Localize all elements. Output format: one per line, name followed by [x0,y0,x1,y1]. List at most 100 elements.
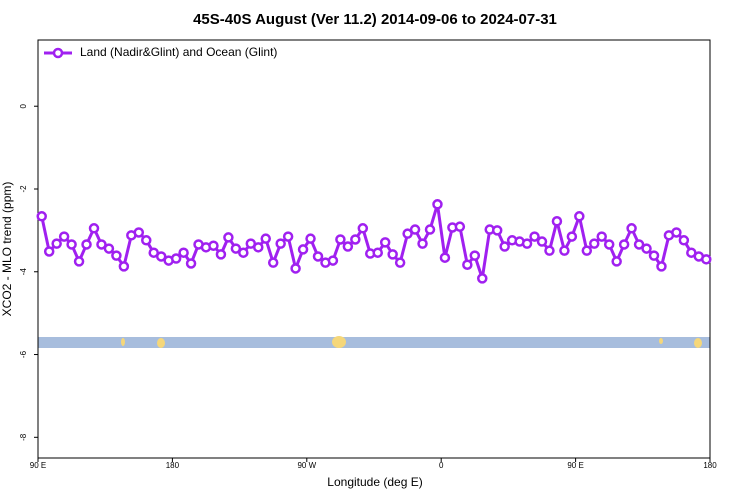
data-point [88,223,100,234]
land-patch [157,338,165,348]
data-point [267,257,279,268]
data-point [215,249,227,260]
data-point [618,239,630,250]
data-point [133,227,145,238]
data-point [469,250,481,261]
data-point [439,252,451,263]
data-point [275,238,286,249]
data-point [559,245,570,256]
data-point [36,211,47,222]
data-point [574,211,585,222]
plot-frame [37,39,711,459]
data-point [417,238,428,249]
x-tick-label: 0 [439,461,444,470]
data-point [477,273,488,284]
land-ocean-strip [38,336,710,348]
data-point [551,216,563,227]
x-tick-label: 90 W [297,461,316,470]
data-point [238,247,249,258]
x-tick-label: 180 [166,461,180,470]
land-patch [694,338,702,348]
data-point [454,221,466,232]
data-point [626,223,637,234]
data-point [432,199,443,210]
data-point [141,235,152,246]
data-point [290,263,301,274]
y-tick-label: 0 [19,103,28,108]
data-point [312,251,324,262]
data-point [521,238,533,249]
x-tick-label: 90 E [567,461,583,470]
y-tick-label: -2 [19,185,28,193]
data-point [424,224,436,235]
data-point [387,249,398,260]
data-point [656,261,667,272]
legend-marker [52,47,64,59]
data-point [185,258,197,269]
y-tick-label: -8 [19,433,28,441]
data-point [581,245,593,256]
data-point [462,259,473,270]
data-point [603,239,615,250]
land-patch [659,338,663,344]
data-point [544,245,555,256]
data-point [342,241,354,252]
data-point [335,234,346,245]
data-point [96,239,107,250]
data-point [350,234,361,245]
land-patch [332,336,346,348]
y-tick-label: -6 [19,350,28,358]
data-point [260,233,271,244]
data-point [111,250,122,261]
ocean-band [38,337,710,348]
data-point [611,256,622,267]
data-point [394,257,406,268]
x-axis-label: Longitude (deg E) [327,475,422,489]
data-point [701,254,712,265]
data-point [208,240,219,251]
data-point [529,231,540,242]
data-point [566,231,578,242]
data-point [409,224,421,235]
data-point [641,243,652,254]
data-point [178,247,189,258]
data-point [297,244,309,255]
data-point [282,231,294,242]
data-point [357,223,369,234]
y-axis-label: XCO2 - MLO trend (ppm) [0,182,14,317]
data-point [327,255,339,266]
data-point [66,239,77,250]
data-point [51,238,62,249]
x-tick-label: 90 E [30,461,46,470]
data-point [81,239,92,250]
data-point [223,232,234,243]
data-point [253,242,264,253]
data-point [155,251,167,262]
legend-label: Land (Nadir&Glint) and Ocean (Glint) [80,45,277,59]
data-point [118,261,130,272]
data-point [671,227,682,238]
y-tick-label: -4 [19,268,28,276]
x-tick-label: 180 [703,461,717,470]
data-point [372,247,383,258]
data-point [230,243,242,254]
data-point [402,228,413,239]
data-point [491,225,503,236]
data-point [58,231,70,242]
data-point [170,253,182,264]
data-point [43,246,55,257]
data-point [536,236,548,247]
data-point [596,231,607,242]
data-point [305,233,316,244]
data-point [379,237,391,248]
data-point [103,243,115,254]
data-point [648,250,660,261]
data-point [499,241,510,252]
chart-title: 45S-40S August (Ver 11.2) 2014-09-06 to … [193,11,557,28]
data-point [73,256,85,267]
data-point [589,238,600,249]
land-patch [121,338,125,346]
data-point [678,235,690,246]
